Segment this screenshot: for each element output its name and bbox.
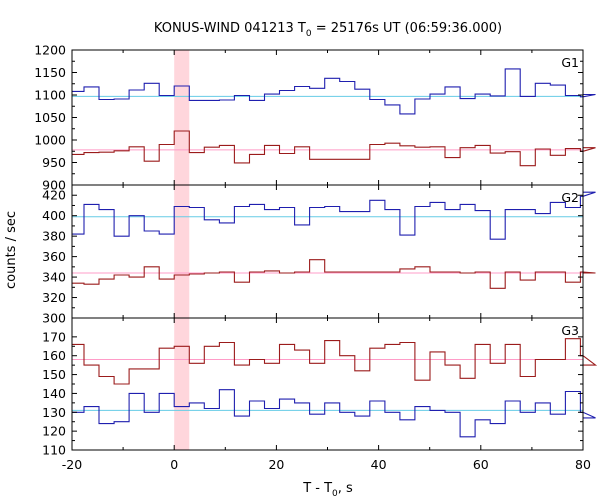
y-tick-label: 900 (42, 178, 66, 193)
x-tick-label: -20 (62, 457, 82, 472)
x-tick-label: 80 (575, 457, 591, 472)
y-tick-label: 340 (42, 270, 66, 285)
series-g1-blue (72, 68, 596, 115)
series-g3-blue (72, 389, 596, 438)
y-tick-label: 120 (42, 424, 66, 439)
x-tick-label: 60 (473, 457, 489, 472)
y-tick-label: 130 (42, 405, 66, 420)
series-g3-red (72, 338, 598, 385)
series-g2-blue (72, 191, 596, 240)
y-tick-label: 950 (42, 155, 66, 170)
panel-frame-g2 (71, 184, 584, 319)
y-tick-label: 140 (42, 386, 66, 401)
y-tick-label: 110 (42, 443, 66, 458)
y-tick-label: 1050 (34, 110, 66, 125)
series-g1-red (72, 130, 596, 167)
trigger-highlight-band (174, 50, 190, 450)
y-tick-label: 150 (42, 367, 66, 382)
panel-frame-g1 (71, 49, 584, 186)
y-tick-label: 380 (42, 229, 66, 244)
trigger-band (174, 50, 190, 450)
axis-ticks (71, 49, 584, 451)
series-g2-red (72, 259, 596, 289)
panel-frames (71, 49, 584, 451)
chart-title: KONUS-WIND 041213 T0 = 25176s UT (06:59:… (154, 21, 502, 39)
y-tick-label: 1150 (34, 65, 66, 80)
y-tick-label: 170 (42, 329, 66, 344)
y-tick-label: 160 (42, 348, 66, 363)
y-tick-label: 420 (42, 188, 66, 203)
axis-labels: 90095010001050110011501200G1300320340360… (34, 43, 591, 473)
x-axis-label: T - T0, s (302, 481, 353, 499)
x-tick-label: 0 (170, 457, 178, 472)
y-tick-label: 1000 (34, 133, 66, 148)
data-series (72, 68, 598, 438)
x-tick-label: 20 (268, 457, 284, 472)
panel-label-g2: G2 (561, 190, 579, 205)
background-levels (72, 95, 583, 411)
y-tick-label: 1200 (34, 43, 66, 58)
y-tick-label: 360 (42, 249, 66, 264)
y-tick-label: 1100 (34, 88, 66, 103)
y-axis-label: counts / sec (4, 211, 19, 289)
panel-frame-g3 (71, 317, 584, 451)
y-tick-label: 400 (42, 208, 66, 223)
y-tick-label: 320 (42, 290, 66, 305)
y-tick-label: 300 (42, 311, 66, 326)
panel-label-g3: G3 (561, 323, 579, 338)
panel-label-g1: G1 (561, 55, 579, 70)
x-tick-label: 40 (371, 457, 387, 472)
